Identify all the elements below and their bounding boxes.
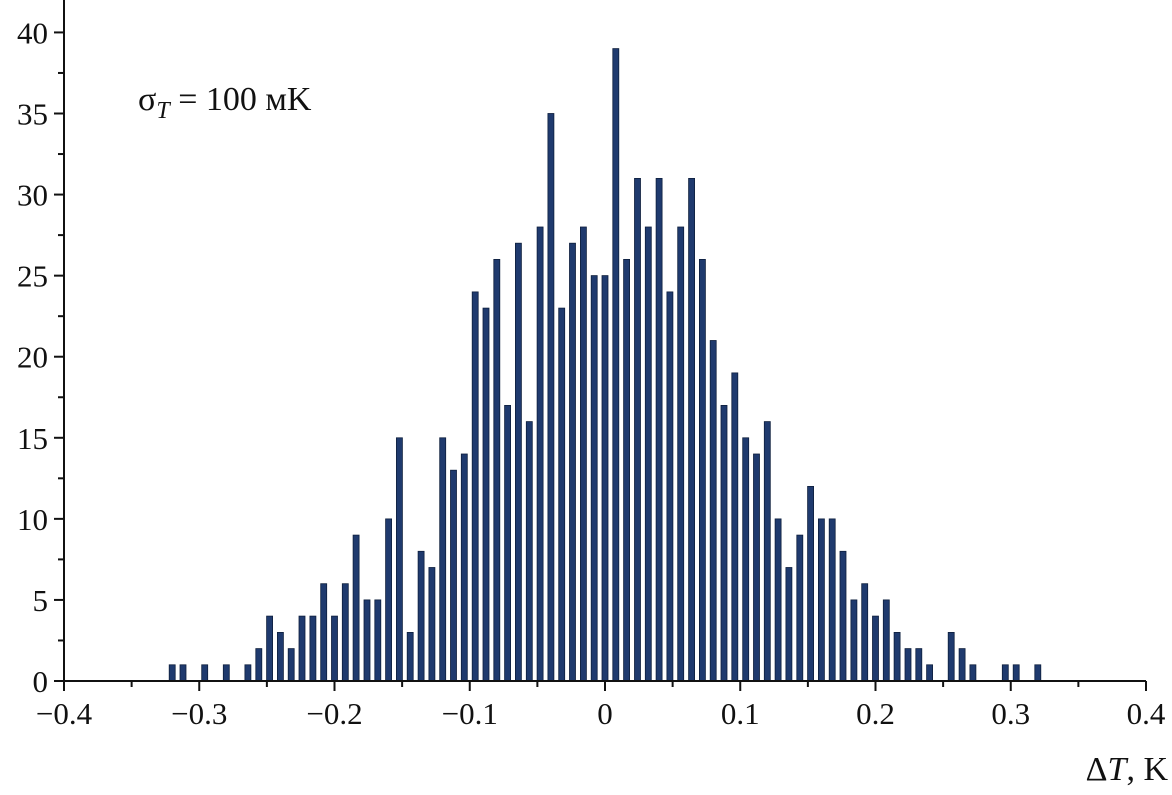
y-tick-label: 35	[17, 97, 48, 132]
histogram-bar	[861, 583, 869, 682]
histogram-bar	[363, 599, 371, 682]
histogram-bar	[558, 307, 566, 682]
histogram-bar	[904, 648, 912, 682]
histogram-bar	[1001, 664, 1009, 682]
histogram-bar	[839, 550, 847, 682]
histogram-bar	[818, 518, 825, 682]
x-tick-label: 0	[597, 696, 613, 731]
x-tick-label: −0.1	[442, 696, 498, 731]
histogram-bar	[266, 615, 274, 682]
histogram-bar	[699, 258, 706, 682]
histogram-bar	[742, 437, 750, 682]
x-tick-label: 0.2	[856, 696, 895, 731]
y-tick-label: 10	[17, 502, 48, 537]
bars-group	[168, 48, 1042, 682]
histogram-bar	[298, 615, 306, 682]
histogram-bar	[666, 291, 674, 682]
y-tick-label: 15	[17, 421, 48, 456]
histogram-bar	[958, 648, 966, 682]
histogram-bar	[915, 648, 923, 682]
sigma-annotation: σT = 100 мK	[138, 81, 312, 124]
histogram-bar	[536, 226, 544, 682]
histogram-bar	[417, 550, 425, 682]
histogram-bar	[893, 632, 901, 682]
x-tick-label: 0.3	[991, 696, 1030, 731]
y-tick-label: 40	[17, 15, 48, 50]
histogram-bar	[688, 177, 695, 682]
histogram-bar	[406, 632, 414, 682]
histogram-bar	[796, 534, 804, 682]
histogram-bar	[331, 615, 338, 682]
histogram-bar	[276, 632, 284, 682]
histogram-bar	[612, 48, 620, 682]
histogram-bar	[882, 599, 890, 682]
histogram-bar	[926, 664, 933, 682]
histogram-bar	[590, 275, 598, 682]
histogram-bar	[493, 258, 501, 682]
histogram-bar	[341, 583, 349, 682]
histogram-bar	[309, 615, 317, 682]
y-tick-label: 5	[33, 583, 49, 618]
x-ticks-group: −0.4 −0.3 −0.2 −0.1 0 0.1 0.2 0.3 0.4	[36, 681, 1166, 731]
histogram-bar	[850, 599, 858, 682]
histogram-bar	[969, 664, 977, 682]
histogram-bar	[872, 615, 879, 682]
histogram-bar	[352, 534, 360, 682]
histogram-bar	[168, 664, 176, 682]
histogram-bar	[947, 632, 955, 682]
histogram-bar	[774, 518, 782, 682]
histogram-bar	[1034, 664, 1042, 682]
histogram-bar	[395, 437, 403, 682]
x-tick-label: 0.4	[1127, 696, 1166, 731]
y-ticks-group: 0 5 10 15 20 25 30 35 40	[17, 15, 64, 699]
histogram-bar	[634, 177, 641, 682]
x-tick-label: −0.2	[306, 696, 362, 731]
histogram-bar	[828, 518, 836, 682]
y-tick-label: 20	[17, 340, 48, 375]
histogram-bar	[644, 226, 652, 682]
histogram-bar	[460, 453, 468, 682]
histogram-bar	[623, 258, 630, 682]
histogram-bar	[569, 242, 576, 682]
histogram-bar	[450, 469, 457, 682]
histogram-bar	[655, 177, 663, 682]
x-axis-title: ΔT, K	[1086, 751, 1169, 788]
histogram-bar	[601, 275, 609, 682]
histogram-bar	[720, 404, 728, 682]
histogram-bar	[179, 664, 187, 682]
histogram-bar	[439, 437, 447, 682]
histogram-bar	[709, 340, 717, 682]
histogram-bar	[255, 648, 263, 682]
histogram-bar	[244, 664, 252, 682]
x-tick-label: 0.1	[721, 696, 760, 731]
histogram-bar	[504, 404, 512, 682]
histogram-bar	[807, 485, 814, 682]
histogram-bar	[428, 567, 436, 682]
histogram-bar	[287, 648, 295, 682]
x-tick-label: −0.3	[171, 696, 227, 731]
x-tick-label: −0.4	[36, 696, 93, 731]
histogram-bar	[763, 421, 771, 682]
histogram-bar	[580, 226, 587, 682]
y-tick-label: 25	[17, 259, 48, 294]
histogram-bar	[547, 113, 555, 682]
histogram-bar	[677, 226, 685, 682]
histogram-bar	[785, 567, 793, 682]
histogram-bar	[515, 242, 522, 682]
histogram-bar	[1012, 664, 1020, 682]
histogram-bar	[482, 307, 490, 682]
histogram-bar	[385, 518, 393, 682]
y-tick-label: 0	[33, 664, 49, 699]
histogram-bar	[201, 664, 209, 682]
histogram-bar	[731, 372, 739, 682]
histogram-bar	[320, 583, 328, 682]
histogram-bar	[471, 291, 479, 682]
histogram-bar	[222, 664, 230, 682]
histogram-bar	[374, 599, 382, 682]
histogram-bar	[525, 421, 533, 682]
y-tick-label: 30	[17, 178, 48, 213]
histogram-bar	[753, 453, 760, 682]
